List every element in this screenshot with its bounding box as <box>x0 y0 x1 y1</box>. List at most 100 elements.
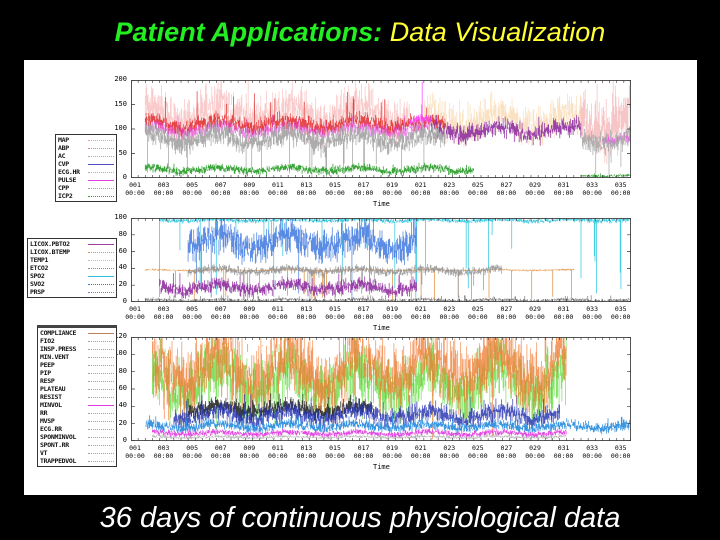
legend-swatch <box>88 139 114 141</box>
legend-swatch <box>88 179 114 181</box>
legend-label: PLATEAU <box>40 385 66 393</box>
legend-swatch <box>88 412 114 414</box>
x-tick-marks <box>131 218 631 302</box>
trace-icp2 <box>144 162 474 177</box>
slide-caption: 36 days of continuous physiological data <box>99 502 621 534</box>
legend-swatch <box>88 404 114 406</box>
slide-title: Patient Applications: Data Visualization <box>0 16 720 48</box>
x-tick-label: 025 00:00 <box>468 305 488 321</box>
legend-item: PLATEAU <box>40 385 114 393</box>
x-tick-label: 015 00:00 <box>325 181 345 197</box>
legend-swatch <box>88 348 114 350</box>
trace-svo2 <box>187 218 417 302</box>
legend-item: SVO2 <box>30 280 114 288</box>
legend-swatch <box>88 460 114 462</box>
legend-swatch <box>88 171 114 173</box>
x-tick-label: 009 00:00 <box>239 444 260 460</box>
legend-item: VT <box>40 449 114 457</box>
legend-swatch <box>88 356 114 358</box>
legend-swatch <box>88 283 114 285</box>
legend-swatch <box>88 332 114 334</box>
y-tick-label: 200 <box>114 75 127 83</box>
x-tick-label: 019 00:00 <box>382 444 402 460</box>
y-tick-label: 40 <box>118 401 127 410</box>
legend-swatch <box>88 147 114 149</box>
legend-swatch <box>88 428 114 430</box>
legend-label: SPONT.RR <box>40 441 69 449</box>
trace-compliance <box>152 337 567 440</box>
x-tick-label: 035 00:00 <box>610 444 631 460</box>
x-tick-label: 013 00:00 <box>296 305 317 321</box>
y-tick-label: 120 <box>114 332 127 340</box>
legend-swatch <box>88 275 114 277</box>
y-tick-label: 0 <box>122 297 127 305</box>
trace-abp-late <box>423 91 582 148</box>
x-tick-label: 011 00:00 <box>268 444 288 460</box>
y-tick-label: 20 <box>118 418 127 427</box>
legend-item: MAP <box>58 136 114 144</box>
x-tick-marks <box>131 80 631 178</box>
legend-swatch <box>88 436 114 438</box>
legend-swatch <box>88 364 114 366</box>
trace-pbto2 <box>159 273 417 300</box>
plot-1 <box>131 80 631 178</box>
x-tick-label: 025 00:00 <box>468 181 488 197</box>
x-tick-label: 015 00:00 <box>325 444 345 460</box>
legend-label: MAP <box>58 136 69 144</box>
x-tick-label: 033 00:00 <box>582 181 602 197</box>
x-tick-label: 005 00:00 <box>182 181 202 197</box>
legend-item: AC <box>58 152 114 160</box>
legend-item: RR <box>40 409 114 417</box>
trace-cpp-end <box>580 126 631 176</box>
x-tick-label: 029 00:00 <box>525 181 545 197</box>
x-tick-label: 031 00:00 <box>553 181 574 197</box>
legend-label: SVO2 <box>30 280 45 288</box>
legend-swatch <box>88 267 114 269</box>
legend-swatch <box>88 388 114 390</box>
legend-label: MIN.VENT <box>40 353 69 361</box>
x-tick-label: 003 00:00 <box>153 444 174 460</box>
x-tick-label: 023 00:00 <box>439 444 460 460</box>
legend-swatch <box>88 444 114 446</box>
legend-item: RESIST <box>40 393 114 401</box>
x-tick-label: 021 00:00 <box>410 181 431 197</box>
legend-item: PRSP <box>30 288 114 296</box>
legend-label: ECG.HR <box>58 168 80 176</box>
legend-item: ICP2 <box>58 192 114 200</box>
x-tick-label: 011 00:00 <box>268 181 288 197</box>
legend-item: ECG.HR <box>58 168 114 176</box>
x-axis-title: Time <box>373 324 390 332</box>
title-main: Patient Applications: <box>114 17 383 47</box>
x-tick-label: 013 00:00 <box>296 444 317 460</box>
legend-label: ECG.RR <box>40 425 62 433</box>
x-tick-label: 021 00:00 <box>410 444 431 460</box>
legend-swatch <box>88 452 114 454</box>
legend-label: LICOX.BTEMP <box>30 248 70 256</box>
legend-item: MIN.VENT <box>40 353 114 361</box>
x-tick-label: 017 00:00 <box>353 181 374 197</box>
legend-item: ECG.RR <box>40 425 114 433</box>
x-tick-label: 003 00:00 <box>153 181 174 197</box>
legend-swatch <box>88 243 114 245</box>
x-tick-label: 009 00:00 <box>239 181 260 197</box>
legend-item: PIP <box>40 369 114 377</box>
legend-item: MINVOL <box>40 401 114 409</box>
chart-panel: 0 50 100 150 200 001 00:00 003 00:00 005 00:00 0… <box>24 60 697 495</box>
legend-label: VT <box>40 449 48 457</box>
plot-3-canvas <box>131 337 631 441</box>
x-tick-label: 003 00:00 <box>153 305 174 321</box>
x-tick-label: 013 00:00 <box>296 181 317 197</box>
legend-label: FIO2 <box>40 337 55 345</box>
x-tick-label: 029 00:00 <box>525 305 545 321</box>
x-tick-label: 031 00:00 <box>553 444 574 460</box>
y-tick-label: 100 <box>114 124 127 132</box>
legend-item: FIO2 <box>40 337 114 345</box>
x-tick-label: 027 00:00 <box>496 444 517 460</box>
legend-item: CPP <box>58 184 114 192</box>
x-tick-label: 005 00:00 <box>182 305 202 321</box>
legend-label: COMPLIANCE <box>40 329 77 337</box>
x-tick-label: 035 00:00 <box>610 181 631 197</box>
legend-label: PIP <box>40 369 51 377</box>
x-tick-label: 023 00:00 <box>439 305 460 321</box>
legend-label: MVSP <box>40 417 55 425</box>
